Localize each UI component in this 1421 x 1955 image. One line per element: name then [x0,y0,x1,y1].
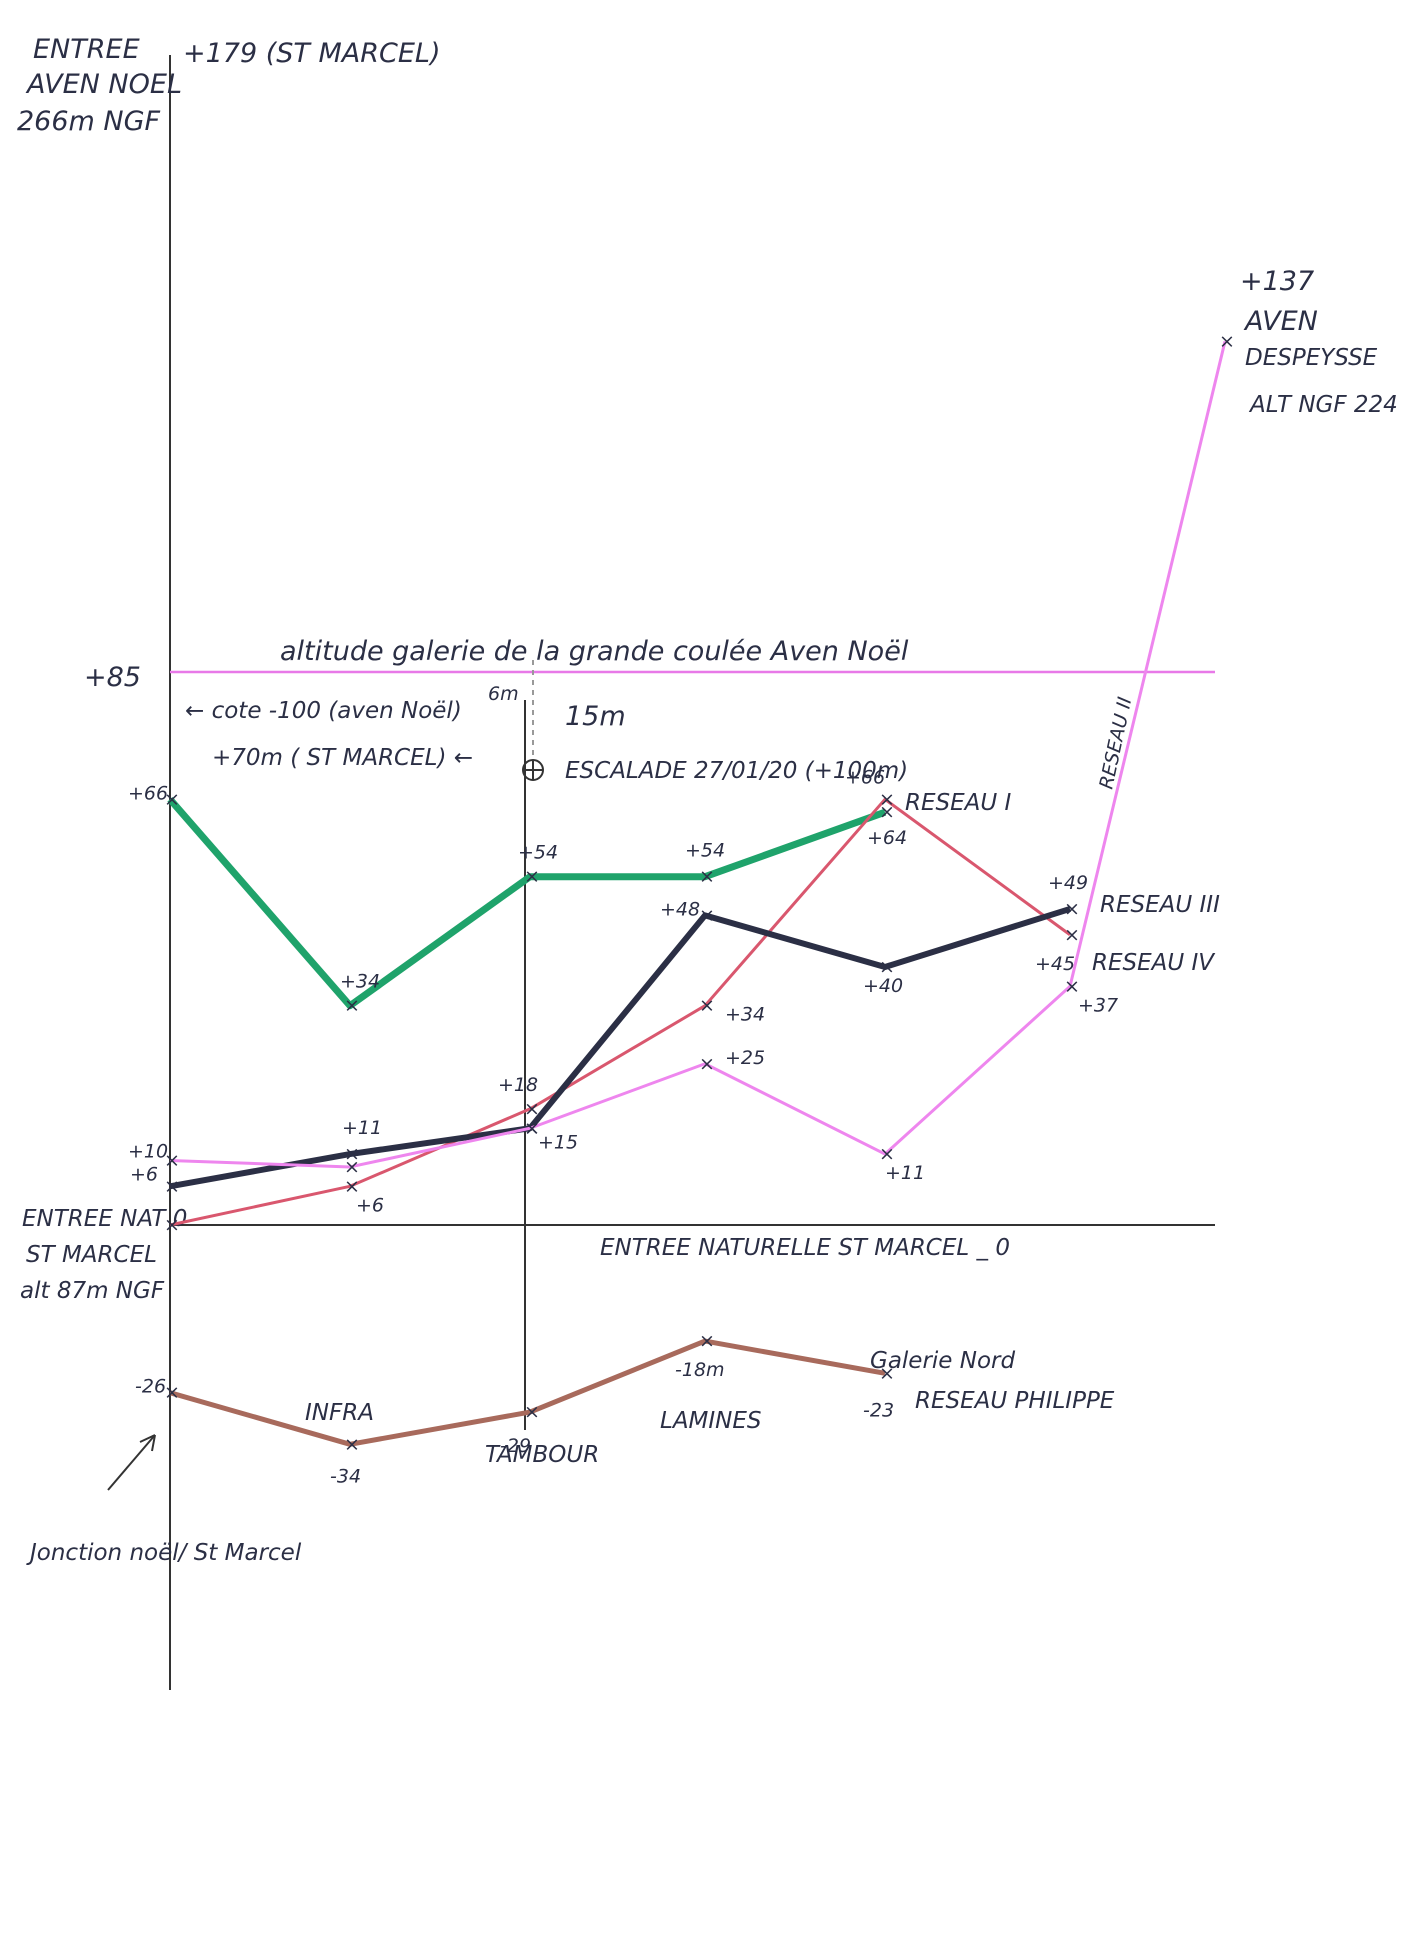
annotation-plus70: +70m ( ST MARCEL) ← [212,745,473,771]
series-name-1: RESEAU I [905,790,1012,816]
series-line-1 [169,797,1071,1227]
series-line-0 [167,796,887,1010]
data-label-1-4: +66 [845,766,885,788]
data-point-marker-3-2: × [524,1117,540,1139]
data-point-marker-3-1: × [344,1156,360,1178]
data-label-2-5: +49 [1048,872,1088,894]
data-point-marker-1-2: × [524,1098,540,1120]
data-point-marker-3-5: × [1064,975,1080,997]
annotation-6m: 6m [488,683,519,705]
entree-label-3: 266m NGF [17,106,161,137]
annotation-escalade: ESCALADE 27/01/20 (+100m) [565,758,908,784]
annotation-reseau-II: RESEAU II [1095,695,1136,791]
annotation-reseau-philippe: RESEAU PHILIPPE [915,1388,1115,1414]
junction-arrow [107,1434,156,1491]
x-category-label-1: INFRA [305,1400,374,1426]
data-label-3-5: +37 [1078,994,1118,1016]
data-label-0-2: +54 [518,842,558,864]
data-point-marker-1-0: × [164,1214,180,1236]
data-label-4-4: -23 [863,1399,894,1421]
despeysse-label-2: AVEN [1243,306,1318,337]
entree-label-1: ENTREE [33,34,140,65]
data-point-marker-4-4: × [879,1362,895,1384]
x-category-label-3: LAMINES [660,1408,762,1434]
data-label-3-4: +11 [885,1162,925,1184]
data-label-3-3: +25 [725,1047,765,1069]
data-label-4-2: -29 [500,1435,531,1457]
data-label-0-3: +54 [685,840,725,862]
data-point-marker-4-1: × [344,1433,360,1455]
series-name-3: RESEAU IV [1092,950,1216,976]
zero-line-label: ENTREE NATURELLE ST MARCEL _ 0 [600,1235,1010,1261]
data-point-marker-1-4: × [879,788,895,810]
data-point-marker-0-1: × [344,995,360,1017]
data-point-marker-2-1: × [344,1143,360,1165]
data-point-marker-0-3: × [699,866,715,888]
data-point-marker-2-3: × [699,904,715,926]
data-point-marker-2-5: × [1064,898,1080,920]
despeysse-label-3: DESPEYSSE [1245,345,1378,371]
data-label-1-5: +45 [1035,953,1075,975]
data-label-4-3: -18m [675,1359,725,1381]
data-label-0-1: +34 [340,971,380,993]
data-point-marker-0-0: × [164,788,180,810]
series-line-4 [169,1338,886,1447]
data-label-1-1: +6 [356,1194,384,1216]
data-label-4-1: -34 [330,1465,361,1487]
annotation-galerie-nord: Galerie Nord [870,1348,1015,1374]
series-line-2 [169,906,1071,1190]
data-label-2-1: +11 [342,1117,382,1139]
series-name-2: RESEAU III [1100,892,1220,918]
data-label-2-0: +6 [130,1163,158,1185]
data-point-marker-4-2: × [524,1401,540,1423]
data-point-marker-0-4: × [879,801,895,823]
junction-arrowhead-icon [139,1434,156,1452]
ref-85-label: altitude galerie de la grande coulée Ave… [280,636,909,667]
data-point-marker-4-3: × [699,1330,715,1352]
data-point-marker-1-1: × [344,1175,360,1197]
data-point-marker-3-3: × [699,1053,715,1075]
origin-label-3: alt 87m NGF [20,1278,165,1304]
data-label-1-2: +18 [498,1074,538,1096]
ref-85-value: +85 [84,662,141,693]
data-point-marker-3-4: × [879,1143,895,1165]
data-point-marker-3-0: × [164,1150,180,1172]
data-point-marker-4-0: × [164,1382,180,1404]
despeysse-label-4: ALT NGF 224 [1248,392,1398,418]
data-label-2-3: +48 [660,898,700,920]
series-line-3 [169,340,1227,1169]
despeysse-label-1: +137 [1240,266,1314,297]
data-point-marker-2-4: × [879,956,895,978]
annotation-junction: Jonction noël/ St Marcel [26,1540,302,1566]
top-value-label: +179 (ST MARCEL) [183,38,441,69]
data-label-0-4: +64 [867,827,907,849]
data-label-2-4: +40 [863,975,903,997]
data-label-1-3: +34 [725,1004,765,1026]
annotation-15m: 15m [565,701,626,732]
data-label-2-2: +15 [538,1131,578,1153]
data-label-3-0: +10 [128,1141,168,1163]
data-label-4-0: -26 [135,1376,166,1398]
origin-label-1: ENTREE NAT 0 [22,1206,187,1232]
data-point-marker-0-2: × [524,866,540,888]
x-category-label-2: TAMBOUR [485,1442,599,1468]
data-label-0-0: +66 [128,782,168,804]
data-point-marker-3-6: × [1219,330,1235,352]
data-point-marker-1-5: × [1064,924,1080,946]
origin-label-2: ST MARCEL [26,1242,157,1268]
data-point-marker-2-0: × [164,1175,180,1197]
entree-label-2: AVEN NOEL [25,69,182,100]
annotation-cote: ← cote -100 (aven Noël) [185,698,462,724]
data-point-marker-1-3: × [699,995,715,1017]
